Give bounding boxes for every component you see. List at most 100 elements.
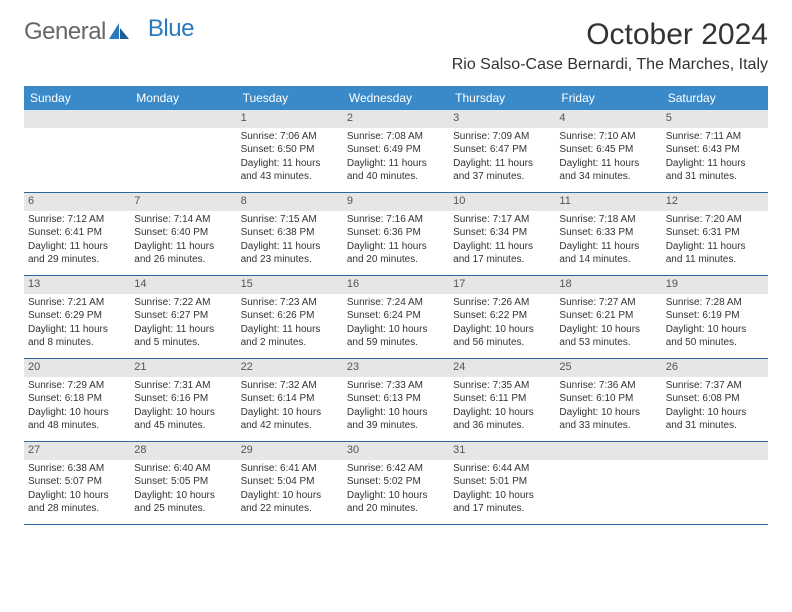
sunset-text: Sunset: 6:34 PM bbox=[453, 227, 551, 240]
day-number: 2 bbox=[343, 110, 449, 128]
day-number: 23 bbox=[343, 359, 449, 377]
sunrise-text: Sunrise: 7:22 AM bbox=[134, 297, 232, 310]
sunrise-text: Sunrise: 7:26 AM bbox=[453, 297, 551, 310]
sunrise-text: Sunrise: 7:14 AM bbox=[134, 214, 232, 227]
day-number: 24 bbox=[449, 359, 555, 377]
sunset-text: Sunset: 6:24 PM bbox=[347, 310, 445, 323]
day-number: 14 bbox=[130, 276, 236, 294]
daylight-text: Daylight: 10 hours bbox=[347, 324, 445, 337]
calendar-cell: 28Sunrise: 6:40 AMSunset: 5:05 PMDayligh… bbox=[130, 442, 236, 524]
day-number: 10 bbox=[449, 193, 555, 211]
sunrise-text: Sunrise: 7:35 AM bbox=[453, 380, 551, 393]
daylight-text: Daylight: 10 hours bbox=[28, 490, 126, 503]
day-number bbox=[662, 442, 768, 460]
daylight-text: and 2 minutes. bbox=[241, 337, 339, 350]
calendar-body: 1 Sunrise: 7:06 AMSunset: 6:50 PM Daylight… bbox=[24, 110, 768, 525]
day-number: 31 bbox=[449, 442, 555, 460]
calendar-week: 1 Sunrise: 7:06 AMSunset: 6:50 PM Daylight… bbox=[24, 110, 768, 193]
daylight-text: and 5 minutes. bbox=[134, 337, 232, 350]
sunset-text: Sunset: 6:43 PM bbox=[666, 144, 764, 157]
sunrise-text: Sunrise: 7:15 AM bbox=[241, 214, 339, 227]
daylight-text: Daylight: 11 hours bbox=[134, 324, 232, 337]
daylight-text: and 40 minutes. bbox=[347, 171, 445, 184]
daylight-text: and 34 minutes. bbox=[559, 171, 657, 184]
sunrise-text: Sunrise: 7:23 AM bbox=[241, 297, 339, 310]
day-number: 26 bbox=[662, 359, 768, 377]
day-number: 1 bbox=[237, 110, 343, 128]
calendar-cell: 14Sunrise: 7:22 AMSunset: 6:27 PMDayligh… bbox=[130, 276, 236, 358]
day-number: 5 bbox=[662, 110, 768, 128]
sunrise-text: Sunrise: 7:33 AM bbox=[347, 380, 445, 393]
sunrise-text: Sunrise: 7:37 AM bbox=[666, 380, 764, 393]
sunrise-text: Sunrise: 7:29 AM bbox=[28, 380, 126, 393]
calendar-week: 6Sunrise: 7:12 AMSunset: 6:41 PMDaylight… bbox=[24, 193, 768, 276]
daylight-text: and 56 minutes. bbox=[453, 337, 551, 350]
calendar-cell: 24Sunrise: 7:35 AMSunset: 6:11 PMDayligh… bbox=[449, 359, 555, 441]
sunrise-text: Sunrise: 7:06 AM bbox=[241, 131, 339, 144]
day-number: 22 bbox=[237, 359, 343, 377]
day-number: 18 bbox=[555, 276, 661, 294]
daylight-text: and 43 minutes. bbox=[241, 171, 339, 184]
sunset-text: Sunset: 6:21 PM bbox=[559, 310, 657, 323]
sunrise-text: Sunrise: 6:40 AM bbox=[134, 463, 232, 476]
calendar-cell: 7Sunrise: 7:14 AMSunset: 6:40 PMDaylight… bbox=[130, 193, 236, 275]
daylight-text: and 20 minutes. bbox=[347, 503, 445, 516]
calendar-cell: 9Sunrise: 7:16 AMSunset: 6:36 PMDaylight… bbox=[343, 193, 449, 275]
sunset-text: Sunset: 5:07 PM bbox=[28, 476, 126, 489]
daylight-text: Daylight: 10 hours bbox=[453, 407, 551, 420]
sunset-text: Sunset: 5:05 PM bbox=[134, 476, 232, 489]
calendar-cell: 4Sunrise: 7:10 AMSunset: 6:45 PMDaylight… bbox=[555, 110, 661, 192]
daylight-text: Daylight: 11 hours bbox=[241, 241, 339, 254]
daylight-text: and 25 minutes. bbox=[134, 503, 232, 516]
calendar-cell bbox=[130, 110, 236, 192]
weekday-col: Monday bbox=[130, 86, 236, 110]
daylight-text: Daylight: 10 hours bbox=[28, 407, 126, 420]
day-number: 20 bbox=[24, 359, 130, 377]
day-number: 7 bbox=[130, 193, 236, 211]
calendar-cell: 2Sunrise: 7:08 AMSunset: 6:49 PMDaylight… bbox=[343, 110, 449, 192]
sunrise-text: Sunrise: 7:09 AM bbox=[453, 131, 551, 144]
daylight-text: Daylight: 11 hours bbox=[134, 241, 232, 254]
sunrise-text: Sunrise: 7:20 AM bbox=[666, 214, 764, 227]
sunset-text: Sunset: 6:22 PM bbox=[453, 310, 551, 323]
daylight-text: and 39 minutes. bbox=[347, 420, 445, 433]
sunset-text: Sunset: 5:01 PM bbox=[453, 476, 551, 489]
daylight-text: and 53 minutes. bbox=[559, 337, 657, 350]
daylight-text: and 37 minutes. bbox=[453, 171, 551, 184]
calendar-week: 13Sunrise: 7:21 AMSunset: 6:29 PMDayligh… bbox=[24, 276, 768, 359]
daylight-text: Daylight: 11 hours bbox=[666, 241, 764, 254]
sunrise-text: Sunrise: 7:18 AM bbox=[559, 214, 657, 227]
daylight-text: and 17 minutes. bbox=[453, 254, 551, 267]
sunset-text: Sunset: 6:50 PM bbox=[241, 144, 339, 157]
sunset-text: Sunset: 6:18 PM bbox=[28, 393, 126, 406]
sunset-text: Sunset: 6:31 PM bbox=[666, 227, 764, 240]
sunrise-text: Sunrise: 7:36 AM bbox=[559, 380, 657, 393]
location-text: Rio Salso-Case Bernardi, The Marches, It… bbox=[452, 56, 768, 74]
daylight-text: Daylight: 10 hours bbox=[134, 490, 232, 503]
daylight-text: Daylight: 11 hours bbox=[28, 324, 126, 337]
weekday-col: Wednesday bbox=[343, 86, 449, 110]
daylight-text: and 28 minutes. bbox=[28, 503, 126, 516]
sunrise-text: Sunrise: 6:38 AM bbox=[28, 463, 126, 476]
calendar-cell bbox=[555, 442, 661, 524]
title-block: October 2024 Rio Salso-Case Bernardi, Th… bbox=[452, 18, 768, 74]
daylight-text: and 31 minutes. bbox=[666, 420, 764, 433]
day-number bbox=[555, 442, 661, 460]
daylight-text: Daylight: 10 hours bbox=[347, 490, 445, 503]
daylight-text: and 31 minutes. bbox=[666, 171, 764, 184]
daylight-text: Daylight: 10 hours bbox=[347, 407, 445, 420]
brand-logo: General Blue bbox=[24, 18, 194, 46]
brand-part2: Blue bbox=[148, 15, 194, 43]
daylight-text: Daylight: 10 hours bbox=[134, 407, 232, 420]
calendar-cell: 8Sunrise: 7:15 AMSunset: 6:38 PMDaylight… bbox=[237, 193, 343, 275]
daylight-text: Daylight: 11 hours bbox=[666, 158, 764, 171]
daylight-text: Daylight: 10 hours bbox=[453, 490, 551, 503]
daylight-text: and 48 minutes. bbox=[28, 420, 126, 433]
day-number: 16 bbox=[343, 276, 449, 294]
sunrise-text: Sunrise: 6:41 AM bbox=[241, 463, 339, 476]
calendar-cell: 15Sunrise: 7:23 AMSunset: 6:26 PMDayligh… bbox=[237, 276, 343, 358]
daylight-text: Daylight: 10 hours bbox=[666, 407, 764, 420]
calendar-cell: 1Sunrise: 7:06 AMSunset: 6:50 PMDaylight… bbox=[237, 110, 343, 192]
day-number: 4 bbox=[555, 110, 661, 128]
sail-icon bbox=[108, 19, 130, 37]
